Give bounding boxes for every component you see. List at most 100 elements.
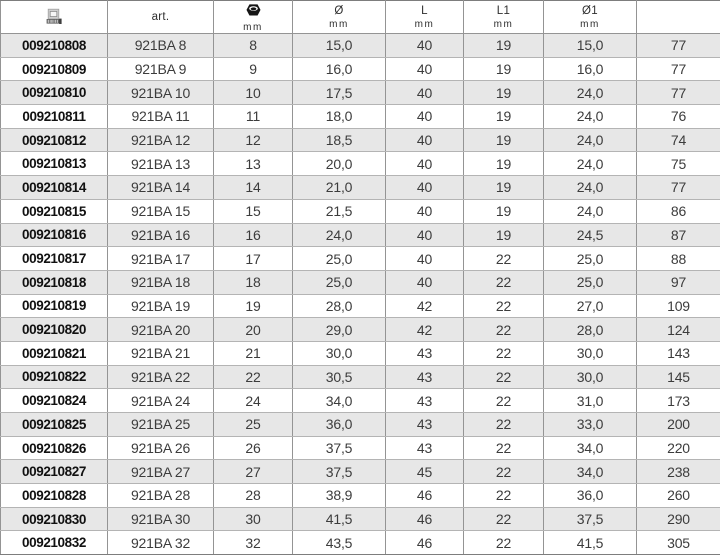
- column-header-diameter1-label: Ø1: [582, 4, 598, 17]
- table-body: 009210808 921BA 8 8 15,0 40 19 15,0 77 0…: [0, 33, 720, 555]
- cell-diameter-mm: 18,0: [292, 104, 386, 129]
- cell-code: 009210808: [0, 33, 108, 58]
- cell-code: 009210809: [0, 56, 108, 82]
- hex-nut-icon: [245, 4, 261, 16]
- column-header-length: L mm: [385, 0, 464, 34]
- table-row: 009210820 921BA 20 20 29,0 42 22 28,0 12…: [0, 317, 720, 342]
- cell-length1-mm: 19: [463, 127, 544, 153]
- cell-diameter-mm: 15,0: [292, 33, 386, 58]
- cell-code: 009210824: [0, 388, 108, 413]
- cell-hex-mm: 26: [213, 435, 293, 461]
- cell-weight: 76: [636, 104, 720, 129]
- cell-length-mm: 40: [385, 198, 464, 224]
- cell-code: 009210818: [0, 269, 108, 295]
- cell-diameter-mm: 21,0: [292, 175, 386, 200]
- cell-diameter1-mm: 25,0: [543, 246, 637, 271]
- cell-diameter1-mm: 24,0: [543, 175, 637, 200]
- cell-length1-mm: 22: [463, 269, 544, 295]
- cell-weight: 200: [636, 412, 720, 437]
- cell-length1-mm: 22: [463, 506, 544, 532]
- cell-diameter1-mm: 31,0: [543, 388, 637, 413]
- cell-length1-mm: 22: [463, 293, 544, 319]
- cell-diameter-mm: 20,0: [292, 151, 386, 177]
- column-header-length1: L1 mm: [463, 0, 544, 34]
- cell-length1-mm: 19: [463, 33, 544, 58]
- cell-art: 921BA 11: [107, 104, 214, 129]
- cell-diameter-mm: 16,0: [292, 56, 386, 82]
- cell-art: 921BA 19: [107, 293, 214, 319]
- table-row: 009210818 921BA 18 18 25,0 40 22 25,0 97: [0, 269, 720, 295]
- cell-hex-mm: 17: [213, 246, 293, 271]
- cell-length1-mm: 22: [463, 246, 544, 271]
- cell-art: 921BA 10: [107, 80, 214, 106]
- cell-code: 009210825: [0, 412, 108, 437]
- cell-weight: 305: [636, 530, 720, 555]
- column-header-art: art.: [107, 0, 214, 34]
- cell-hex-mm: 28: [213, 483, 293, 508]
- cell-length-mm: 46: [385, 530, 464, 555]
- cell-hex-mm: 16: [213, 222, 293, 248]
- cell-length-mm: 40: [385, 127, 464, 153]
- cell-hex-mm: 13: [213, 151, 293, 177]
- column-header-code: [0, 0, 108, 34]
- cell-length-mm: 40: [385, 269, 464, 295]
- cell-weight: 260: [636, 483, 720, 508]
- cell-diameter1-mm: 30,0: [543, 340, 637, 366]
- cell-art: 921BA 12: [107, 127, 214, 153]
- cell-weight: 74: [636, 127, 720, 153]
- cell-weight: 124: [636, 317, 720, 342]
- cell-hex-mm: 20: [213, 317, 293, 342]
- cell-diameter1-mm: 37,5: [543, 506, 637, 532]
- table-row: 009210813 921BA 13 13 20,0 40 19 24,0 75: [0, 151, 720, 177]
- cell-length-mm: 43: [385, 364, 464, 390]
- cell-length-mm: 43: [385, 340, 464, 366]
- cell-weight: 77: [636, 33, 720, 58]
- cell-code: 009210832: [0, 530, 108, 555]
- cell-art: 921BA 30: [107, 506, 214, 532]
- cell-hex-mm: 25: [213, 412, 293, 437]
- table-row: 009210810 921BA 10 10 17,5 40 19 24,0 77: [0, 80, 720, 106]
- cell-code: 009210821: [0, 340, 108, 366]
- cell-diameter1-mm: 27,0: [543, 293, 637, 319]
- cell-art: 921BA 24: [107, 388, 214, 413]
- cell-diameter1-mm: 28,0: [543, 317, 637, 342]
- cell-diameter-mm: 38,9: [292, 483, 386, 508]
- table-row: 009210819 921BA 19 19 28,0 42 22 27,0 10…: [0, 293, 720, 319]
- cell-weight: 77: [636, 56, 720, 82]
- cell-art: 921BA 15: [107, 198, 214, 224]
- cell-diameter-mm: 34,0: [292, 388, 386, 413]
- cell-diameter-mm: 37,5: [292, 435, 386, 461]
- cell-hex-mm: 21: [213, 340, 293, 366]
- cell-diameter-mm: 24,0: [292, 222, 386, 248]
- cell-hex-mm: 24: [213, 388, 293, 413]
- cell-weight: 75: [636, 151, 720, 177]
- cell-weight: 173: [636, 388, 720, 413]
- column-header-diameter-label: Ø: [334, 4, 344, 17]
- cell-length-mm: 40: [385, 175, 464, 200]
- cell-length1-mm: 19: [463, 175, 544, 200]
- column-header-diameter1-unit: mm: [580, 18, 600, 30]
- cell-length-mm: 40: [385, 222, 464, 248]
- cell-diameter1-mm: 24,0: [543, 104, 637, 129]
- cell-length1-mm: 19: [463, 151, 544, 177]
- column-header-length-unit: mm: [414, 18, 435, 30]
- cell-length-mm: 40: [385, 33, 464, 58]
- cell-diameter-mm: 28,0: [292, 293, 386, 319]
- cell-length-mm: 46: [385, 506, 464, 532]
- cell-weight: 88: [636, 246, 720, 271]
- cell-code: 009210814: [0, 175, 108, 200]
- cell-length-mm: 46: [385, 483, 464, 508]
- cell-diameter1-mm: 24,0: [543, 151, 637, 177]
- cell-hex-mm: 9: [213, 56, 293, 82]
- table-row: 009210830 921BA 30 30 41,5 46 22 37,5 29…: [0, 506, 720, 532]
- cell-code: 009210822: [0, 364, 108, 390]
- cell-length1-mm: 19: [463, 222, 544, 248]
- cell-length-mm: 43: [385, 388, 464, 413]
- cell-art: 921BA 32: [107, 530, 214, 555]
- column-header-art-label: art.: [151, 11, 170, 23]
- cell-weight: 77: [636, 175, 720, 200]
- cell-length1-mm: 19: [463, 80, 544, 106]
- column-header-diameter: Ø mm: [292, 0, 386, 34]
- cell-code: 009210812: [0, 127, 108, 153]
